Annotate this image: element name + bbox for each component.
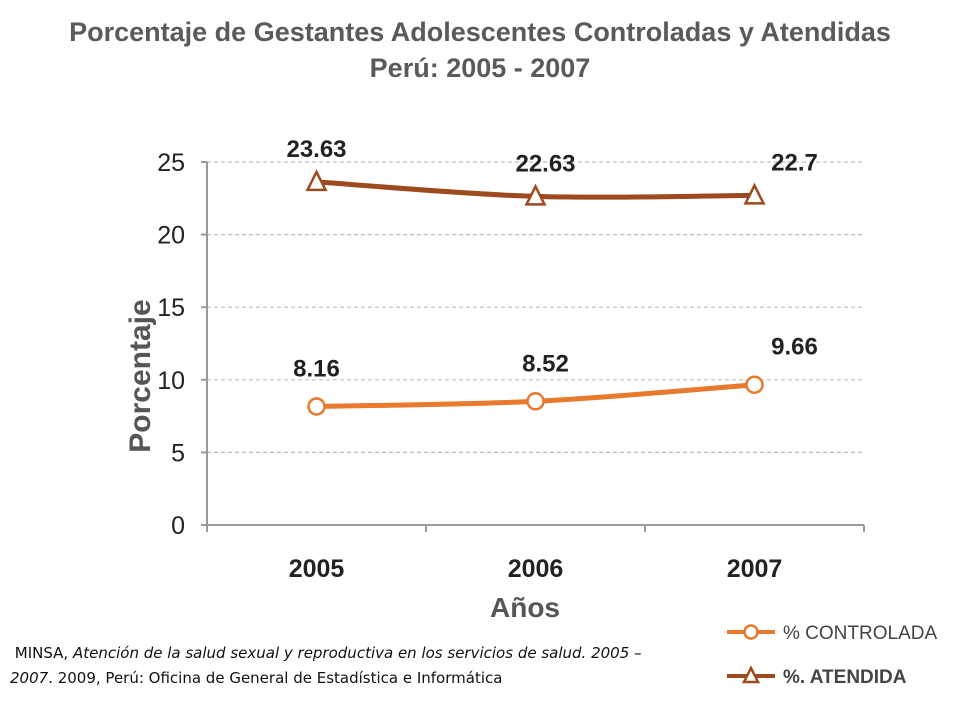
source-author: MINSA, bbox=[14, 644, 73, 662]
data-label-atendida: 22.63 bbox=[515, 150, 575, 177]
data-point-controlada bbox=[745, 375, 764, 394]
x-tick-label: 2005 bbox=[289, 555, 345, 583]
chart-subtitle: Perú: 2005 - 2007 bbox=[369, 53, 591, 83]
x-tick-label: 2006 bbox=[508, 555, 564, 583]
x-axis-title: Años bbox=[490, 592, 560, 623]
y-tick-label: 15 bbox=[157, 294, 185, 322]
data-label-atendida: 23.63 bbox=[286, 136, 346, 163]
y-tick-label: 10 bbox=[157, 367, 185, 395]
data-point-atendida bbox=[305, 169, 328, 192]
data-label-atendida: 22.7 bbox=[771, 149, 818, 176]
x-tick-label: 2007 bbox=[727, 555, 783, 583]
legend-label-controlada: % CONTROLADA bbox=[783, 623, 937, 644]
chart-title: Porcentaje de Gestantes Adolescentes Con… bbox=[69, 17, 891, 47]
legend-marker-atendida bbox=[741, 665, 761, 684]
data-point-atendida bbox=[743, 182, 766, 205]
data-point-controlada bbox=[526, 392, 545, 411]
source-title: Atención de la salud sexual y reproducti… bbox=[10, 644, 642, 687]
y-tick-label: 0 bbox=[171, 512, 185, 540]
y-tick-label: 25 bbox=[157, 149, 185, 177]
data-point-atendida bbox=[524, 183, 547, 206]
y-tick-label: 20 bbox=[157, 222, 185, 250]
y-axis-title: Porcentaje bbox=[124, 299, 157, 452]
legend-label-atendida: %. ATENDIDA bbox=[783, 667, 907, 688]
y-tick-label: 5 bbox=[171, 439, 185, 467]
data-point-controlada bbox=[307, 397, 326, 416]
data-label-controlada: 9.66 bbox=[771, 334, 818, 361]
data-label-controlada: 8.52 bbox=[522, 350, 569, 377]
legend-marker-controlada bbox=[743, 624, 759, 640]
source-publisher: . 2009, Perú: Oficina de General de Esta… bbox=[48, 669, 503, 687]
source-citation: MINSA, Atención de la salud sexual y rep… bbox=[10, 641, 660, 691]
data-label-controlada: 8.16 bbox=[293, 356, 340, 383]
